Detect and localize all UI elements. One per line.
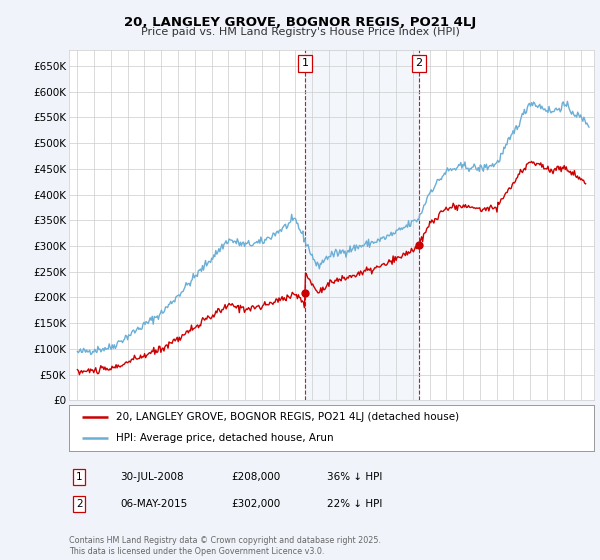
- Text: 22% ↓ HPI: 22% ↓ HPI: [327, 499, 382, 509]
- Text: 36% ↓ HPI: 36% ↓ HPI: [327, 472, 382, 482]
- Text: Contains HM Land Registry data © Crown copyright and database right 2025.
This d: Contains HM Land Registry data © Crown c…: [69, 536, 381, 556]
- Text: £208,000: £208,000: [231, 472, 280, 482]
- Text: 30-JUL-2008: 30-JUL-2008: [120, 472, 184, 482]
- Text: 06-MAY-2015: 06-MAY-2015: [120, 499, 187, 509]
- Text: 1: 1: [76, 472, 83, 482]
- Text: 1: 1: [301, 58, 308, 68]
- Text: Price paid vs. HM Land Registry's House Price Index (HPI): Price paid vs. HM Land Registry's House …: [140, 27, 460, 37]
- Text: HPI: Average price, detached house, Arun: HPI: Average price, detached house, Arun: [116, 433, 334, 444]
- Text: 20, LANGLEY GROVE, BOGNOR REGIS, PO21 4LJ: 20, LANGLEY GROVE, BOGNOR REGIS, PO21 4L…: [124, 16, 476, 29]
- Bar: [305, 50, 419, 400]
- Text: £302,000: £302,000: [231, 499, 280, 509]
- Text: 2: 2: [415, 58, 422, 68]
- Text: 2: 2: [76, 499, 83, 509]
- Text: 20, LANGLEY GROVE, BOGNOR REGIS, PO21 4LJ (detached house): 20, LANGLEY GROVE, BOGNOR REGIS, PO21 4L…: [116, 412, 460, 422]
